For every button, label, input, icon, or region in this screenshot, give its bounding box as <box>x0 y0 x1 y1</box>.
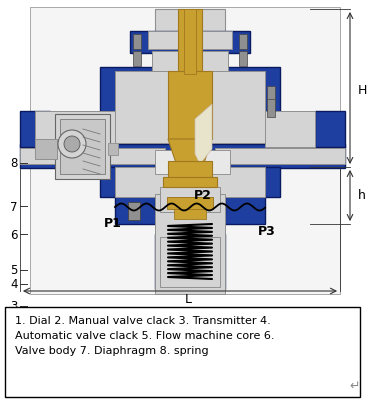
Bar <box>20 148 165 164</box>
Bar <box>20 112 50 148</box>
Polygon shape <box>168 139 212 170</box>
Text: 1: 1 <box>10 353 18 366</box>
Bar <box>155 234 225 289</box>
Bar <box>267 87 275 105</box>
Bar <box>100 168 280 198</box>
Bar <box>183 10 197 25</box>
Text: 4: 4 <box>10 278 18 291</box>
Text: H: H <box>357 83 367 96</box>
Bar <box>265 112 315 148</box>
Text: 7: 7 <box>10 200 18 213</box>
Bar <box>267 100 275 118</box>
Bar <box>100 68 280 148</box>
Bar <box>130 32 250 54</box>
Bar <box>239 35 247 50</box>
Text: 1. Dial 2. Manual valve clack 3. Transmitter 4.
Automatic valve clack 5. Flow ma: 1. Dial 2. Manual valve clack 3. Transmi… <box>15 315 274 355</box>
Bar <box>133 35 141 50</box>
Bar <box>35 112 115 148</box>
Bar <box>35 139 57 160</box>
Text: 3: 3 <box>10 299 18 312</box>
Bar <box>115 168 265 198</box>
Bar <box>60 120 105 175</box>
Bar <box>184 10 196 75</box>
Text: 2: 2 <box>10 327 18 340</box>
Text: L: L <box>185 293 191 306</box>
Text: 8: 8 <box>10 157 18 170</box>
Bar <box>215 148 345 164</box>
Bar <box>160 188 220 213</box>
Bar <box>5 307 360 397</box>
Bar <box>30 8 340 294</box>
Bar <box>163 178 217 188</box>
Text: ↵: ↵ <box>350 379 360 391</box>
Bar <box>178 10 202 150</box>
Polygon shape <box>195 105 212 164</box>
Text: P1: P1 <box>104 216 122 229</box>
Bar <box>174 209 206 220</box>
Bar <box>239 52 247 67</box>
Bar <box>160 237 220 287</box>
Bar <box>315 112 345 148</box>
Bar <box>115 195 265 225</box>
Bar <box>168 162 212 180</box>
Text: 6: 6 <box>10 228 18 241</box>
Circle shape <box>58 131 86 159</box>
Bar <box>155 151 190 175</box>
Text: P3: P3 <box>258 225 276 238</box>
Bar <box>148 32 232 50</box>
Bar <box>155 184 225 214</box>
Bar <box>167 198 213 209</box>
Bar <box>20 145 345 169</box>
Bar <box>115 72 265 144</box>
Bar <box>108 144 118 155</box>
Bar <box>195 151 230 175</box>
Bar <box>152 52 228 72</box>
Text: h: h <box>358 189 366 202</box>
Bar <box>55 115 110 180</box>
Bar <box>155 195 225 294</box>
Polygon shape <box>168 72 212 139</box>
Circle shape <box>64 137 80 153</box>
Bar <box>155 10 225 35</box>
Text: 5: 5 <box>10 263 18 276</box>
Text: P2: P2 <box>194 188 212 201</box>
Bar <box>133 52 141 67</box>
Bar <box>128 202 140 220</box>
